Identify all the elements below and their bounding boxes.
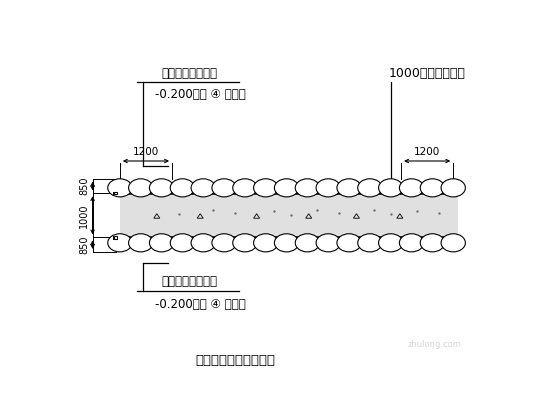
Text: 1200: 1200 xyxy=(133,147,159,157)
Text: 三轴搅拌桩平面示意图: 三轴搅拌桩平面示意图 xyxy=(195,354,275,368)
Circle shape xyxy=(150,179,174,197)
Circle shape xyxy=(191,234,216,252)
Circle shape xyxy=(316,179,340,197)
Text: 850: 850 xyxy=(79,177,89,195)
Circle shape xyxy=(420,234,445,252)
Circle shape xyxy=(170,234,194,252)
Circle shape xyxy=(441,234,465,252)
Circle shape xyxy=(233,179,257,197)
Circle shape xyxy=(295,179,320,197)
Circle shape xyxy=(420,179,445,197)
Circle shape xyxy=(379,234,403,252)
Text: zhulong.com: zhulong.com xyxy=(408,340,461,349)
Text: 三轴水泥土搅拌桩: 三轴水泥土搅拌桩 xyxy=(161,275,217,288)
Circle shape xyxy=(337,179,361,197)
Text: 1000: 1000 xyxy=(79,203,89,228)
Circle shape xyxy=(399,179,424,197)
Circle shape xyxy=(254,179,278,197)
Circle shape xyxy=(399,234,424,252)
Circle shape xyxy=(129,179,153,197)
Circle shape xyxy=(170,179,194,197)
Circle shape xyxy=(150,234,174,252)
Circle shape xyxy=(212,234,236,252)
Circle shape xyxy=(274,234,298,252)
Bar xyxy=(114,236,117,239)
Circle shape xyxy=(379,179,403,197)
Text: 1000厚地下连续墙: 1000厚地下连续墙 xyxy=(389,66,466,79)
Bar xyxy=(114,192,117,194)
Text: -0.200～第 ④ 层底部: -0.200～第 ④ 层底部 xyxy=(155,87,246,100)
Circle shape xyxy=(441,179,465,197)
Circle shape xyxy=(254,234,278,252)
Circle shape xyxy=(191,179,216,197)
Circle shape xyxy=(295,234,320,252)
Text: 三轴水泥土搅拌桩: 三轴水泥土搅拌桩 xyxy=(161,66,217,79)
Text: 1200: 1200 xyxy=(414,147,440,157)
Circle shape xyxy=(129,234,153,252)
Circle shape xyxy=(108,234,132,252)
Circle shape xyxy=(233,234,257,252)
Text: 850: 850 xyxy=(79,235,89,254)
Circle shape xyxy=(274,179,298,197)
Circle shape xyxy=(108,179,132,197)
Text: -0.200～第 ④ 层底部: -0.200～第 ④ 层底部 xyxy=(155,298,246,311)
Circle shape xyxy=(358,179,382,197)
Circle shape xyxy=(316,234,340,252)
Circle shape xyxy=(358,234,382,252)
Bar xyxy=(120,193,459,237)
Circle shape xyxy=(337,234,361,252)
Circle shape xyxy=(212,179,236,197)
